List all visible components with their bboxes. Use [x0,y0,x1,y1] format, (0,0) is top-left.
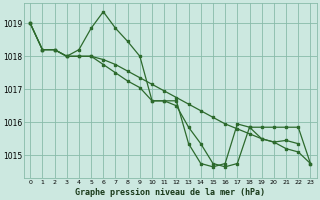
X-axis label: Graphe pression niveau de la mer (hPa): Graphe pression niveau de la mer (hPa) [75,188,265,197]
